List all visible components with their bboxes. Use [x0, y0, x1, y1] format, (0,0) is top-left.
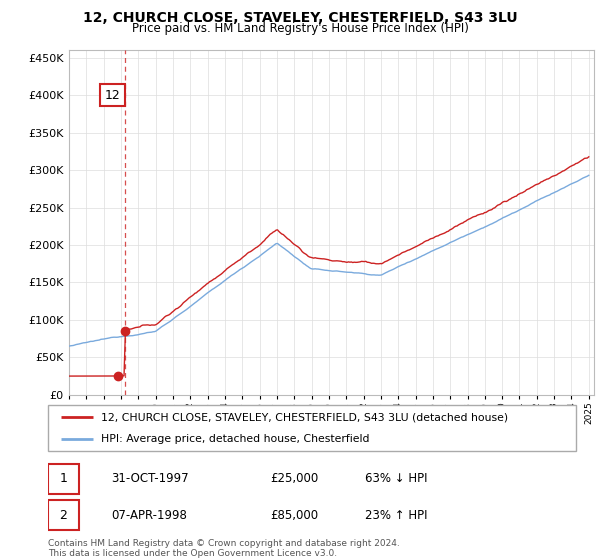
Text: 31-OCT-1997: 31-OCT-1997 [112, 472, 189, 486]
Text: 2: 2 [59, 508, 67, 522]
Text: Price paid vs. HM Land Registry's House Price Index (HPI): Price paid vs. HM Land Registry's House … [131, 22, 469, 35]
FancyBboxPatch shape [48, 500, 79, 530]
Text: 63% ↓ HPI: 63% ↓ HPI [365, 472, 427, 486]
Text: 12, CHURCH CLOSE, STAVELEY, CHESTERFIELD, S43 3LU: 12, CHURCH CLOSE, STAVELEY, CHESTERFIELD… [83, 11, 517, 25]
Text: £25,000: £25,000 [270, 472, 318, 486]
Text: 23% ↑ HPI: 23% ↑ HPI [365, 508, 427, 522]
Text: Contains HM Land Registry data © Crown copyright and database right 2024.
This d: Contains HM Land Registry data © Crown c… [48, 539, 400, 558]
Text: 1: 1 [59, 472, 67, 486]
Text: 12: 12 [104, 89, 120, 102]
FancyBboxPatch shape [48, 464, 79, 494]
FancyBboxPatch shape [48, 405, 576, 451]
Text: 12, CHURCH CLOSE, STAVELEY, CHESTERFIELD, S43 3LU (detached house): 12, CHURCH CLOSE, STAVELEY, CHESTERFIELD… [101, 412, 508, 422]
Text: £85,000: £85,000 [270, 508, 318, 522]
Text: 07-APR-1998: 07-APR-1998 [112, 508, 187, 522]
Text: HPI: Average price, detached house, Chesterfield: HPI: Average price, detached house, Ches… [101, 435, 370, 444]
